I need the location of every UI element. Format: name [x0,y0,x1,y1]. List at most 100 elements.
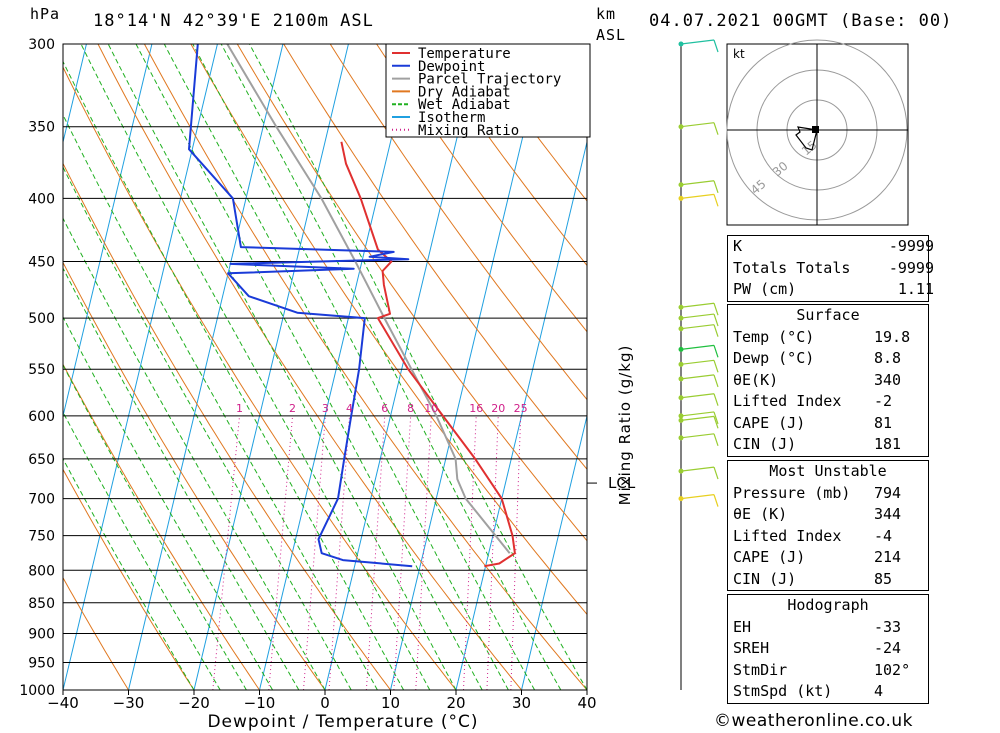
legend-label: Mixing Ratio [418,123,519,139]
legend-label: Wet Adiabat [418,97,511,113]
x-tick-label: −20 [178,694,210,712]
legend-label: Dewpoint [418,59,485,75]
isotherm-line [63,44,153,419]
unit-asl: ASL [596,26,627,44]
temperature-line [340,141,516,568]
hodograph-table: Hodograph EH -33 SREH -24 StmDir 102° StmSp… [727,594,929,704]
x-tick-label: −10 [244,694,276,712]
totals-totals-value: -9999 [888,258,934,277]
mixing-ratio-line [268,415,294,690]
surface-li-value: -2 [874,392,893,410]
pressure-tick-label: 550 [28,362,55,378]
isotherm-line [0,44,21,690]
x-axis-title: Dewpoint / Temperature (°C) [207,712,478,732]
x-tick-label: 40 [577,694,596,712]
datetime-title: 04.07.2021 00GMT (Base: 00) [649,11,953,31]
mixing-ratio-tick: 2 [289,402,296,415]
axes: 3003504004505005506006507007508008509009… [19,37,597,712]
x-tick-label: 30 [512,694,531,712]
most-unstable-table: Most Unstable Pressure (mb) 794 θE (K) 344… [727,460,929,591]
profiles [188,44,516,568]
legend-label: Parcel Trajectory [418,72,561,88]
surface-dewp-value: 8.8 [874,349,902,367]
wet-adiabat-line [163,44,509,690]
pressure-tick-label: 800 [28,563,55,579]
wind-barb [680,302,719,316]
mu-cin-value: 85 [874,569,893,588]
pw-label: PW (cm) [733,280,797,298]
wet-adiabat-line [107,44,457,690]
mu-pressure-label: Pressure (mb) [733,483,851,502]
isotherm-line [259,44,415,690]
dry-adiabat-line [63,468,195,690]
isotherm-line [324,44,480,690]
credit-link[interactable]: ©weatheronline.co.uk [714,711,914,731]
mu-li-label: Lifted Index [733,526,842,545]
mixing-ratio-tick: 6 [381,402,388,415]
mixing-ratio-line [510,415,522,690]
pressure-tick-label: 450 [28,255,55,271]
mu-cape-value: 214 [874,548,902,566]
wind-profile [678,39,719,690]
wind-barb [680,415,719,429]
mixing-ratio-tick: 1 [236,402,243,415]
wet-adiabat-line [63,457,195,690]
pressure-tick-label: 300 [28,37,55,53]
hodograph-title: Hodograph [787,596,869,614]
wind-barb [680,344,719,358]
surface-temp-label: Temp (°C) [733,327,815,346]
pressure-tick-label: 350 [28,120,55,136]
mixing-ratio-tick: 4 [346,402,353,415]
mu-cape-label: CAPE (J) [733,548,806,566]
isotherm-line [193,44,349,690]
pressure-tick-label: 850 [28,596,55,612]
isotherm-line [63,44,218,690]
surface-temp-value: 19.8 [874,327,911,346]
eh-label: EH [733,617,752,636]
isotherm-line [521,413,587,690]
mu-theta-value: 344 [874,505,902,523]
mixing-ratio-tick: 8 [407,402,414,415]
stmdir-label: StmDir [733,660,788,679]
surface-theta-label: θE(K) [733,370,779,389]
k-label: K [733,237,743,255]
mixing-ratio-line [486,415,499,690]
mu-pressure-value: 794 [874,483,902,502]
dry-adiabat-line [329,44,587,401]
wind-barb [680,466,719,480]
wet-adiabat-line [63,166,352,690]
wind-barb [680,393,719,406]
mixing-ratio-line [393,415,412,690]
sreh-value: -24 [874,639,902,657]
mu-cin-label: CIN (J) [733,569,797,588]
wind-barb [680,433,719,447]
wind-barb [680,324,719,337]
surface-li-label: Lifted Index [733,392,842,410]
wind-barb [680,494,719,507]
mixing-ratio-tick: 16 [469,402,483,415]
unit-km: km [596,5,617,23]
indices-table: K -9999 Totals Totals -9999 PW (cm) 1.11 [727,235,934,302]
pressure-tick-label: 750 [28,529,55,545]
hodograph-trace [795,126,818,151]
location-title: 18°14'N 42°39'E 2100m ASL [93,11,374,31]
x-tick-label: 10 [381,694,400,712]
wind-barb [680,39,719,53]
surface-table: Surface Temp (°C) 19.8 Dewp (°C) 8.8 θE(K)… [727,304,929,457]
hodograph-storm-marker [812,126,819,133]
parcel-trajectory-line [226,44,511,554]
surface-cape-value: 81 [874,413,893,432]
mixing-ratio-tick: 10 [424,402,438,415]
dry-adiabat-line [376,44,587,333]
x-tick-label: 20 [446,694,465,712]
mu-theta-label: θE (K) [733,505,788,523]
mixing-ratio-line [365,415,386,690]
wet-adiabat-line [220,44,562,690]
pressure-tick-label: 900 [28,626,55,642]
wind-level-dot [678,124,684,130]
mixing-ratio-labels: 1 2 3 4 6 8 10 16 20 25 [236,402,528,415]
pressure-tick-label: 500 [28,311,55,327]
pressure-tick-label: 1000 [19,683,55,699]
